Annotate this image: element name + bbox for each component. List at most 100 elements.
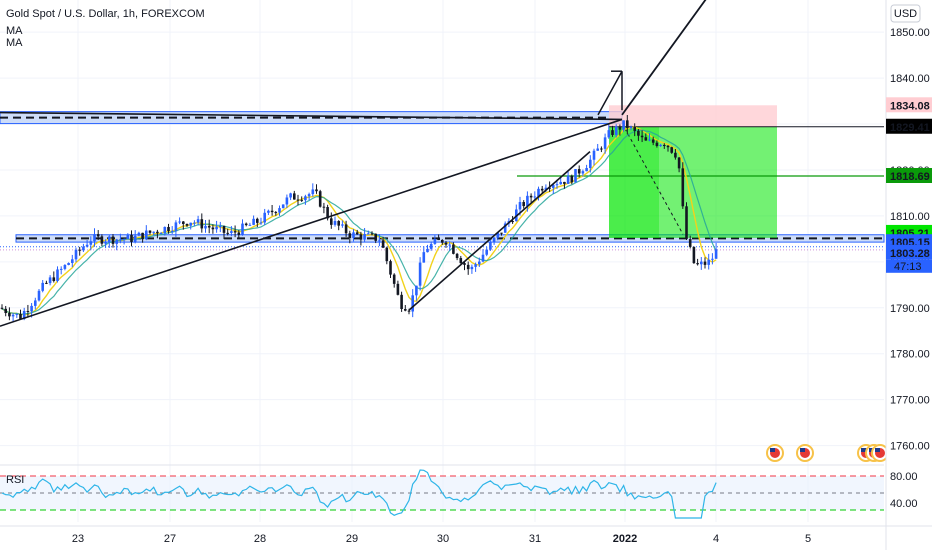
candle-body bbox=[518, 202, 522, 210]
candle-body bbox=[37, 290, 41, 301]
rsi-line[interactable] bbox=[1, 469, 717, 519]
candle-body bbox=[374, 233, 377, 241]
rsi-level-label: 40.00 bbox=[890, 498, 918, 510]
candle-body bbox=[278, 208, 281, 213]
candle-body bbox=[655, 142, 659, 146]
event-flag-canton bbox=[861, 448, 866, 452]
candle-body bbox=[485, 249, 488, 255]
candle-body bbox=[333, 221, 337, 225]
rsi-label[interactable]: RSI bbox=[6, 474, 24, 486]
rsi-layer bbox=[0, 469, 884, 519]
ma-slow-line[interactable] bbox=[1, 129, 717, 315]
indicator-label-2[interactable]: MA bbox=[6, 37, 23, 49]
candle-body bbox=[352, 232, 355, 238]
rsi-level-label: 80.00 bbox=[890, 471, 918, 483]
currency-button[interactable] bbox=[890, 4, 921, 23]
candle-body bbox=[344, 224, 348, 234]
candle-body bbox=[581, 171, 585, 174]
candle-body bbox=[481, 254, 485, 262]
price-tick-label: 1810.00 bbox=[890, 211, 930, 223]
candle-body bbox=[626, 120, 629, 129]
event-flag-canton bbox=[869, 448, 874, 452]
candle-body bbox=[8, 313, 11, 317]
candle-body bbox=[466, 264, 470, 270]
trade-path-line bbox=[624, 128, 684, 235]
candle-body bbox=[341, 224, 344, 226]
candle-body bbox=[119, 239, 122, 241]
candle-body bbox=[552, 184, 555, 188]
take-profit-zone[interactable] bbox=[609, 126, 777, 238]
candle-body bbox=[411, 295, 414, 312]
candle-body bbox=[692, 246, 696, 264]
price-tick-label: 1790.00 bbox=[890, 303, 930, 315]
candle-body bbox=[71, 259, 74, 263]
candle-body bbox=[34, 300, 37, 306]
candle-body bbox=[489, 241, 492, 250]
candle-body bbox=[130, 234, 133, 242]
candle-body bbox=[389, 261, 392, 275]
candle-body bbox=[322, 206, 326, 208]
candle-body bbox=[570, 175, 574, 183]
candle-body bbox=[307, 194, 311, 197]
price-axis-bg bbox=[886, 0, 932, 550]
candle-body bbox=[304, 196, 307, 201]
candle-body bbox=[182, 221, 185, 224]
price-tag bbox=[886, 244, 932, 260]
price-tick-label: 1760.00 bbox=[890, 441, 930, 453]
candle-body bbox=[26, 310, 30, 312]
events-layer[interactable] bbox=[766, 444, 889, 462]
candle-body bbox=[122, 239, 126, 241]
indicator-label-1[interactable]: MA bbox=[6, 25, 23, 37]
trendline-top[interactable] bbox=[0, 111, 623, 121]
candle-body bbox=[222, 226, 226, 233]
candle-body bbox=[148, 230, 152, 233]
countdown-tag bbox=[886, 259, 932, 273]
candle-body bbox=[78, 249, 81, 251]
candle-body bbox=[633, 126, 636, 131]
time-tick-label: 28 bbox=[254, 533, 266, 545]
time-tick-label: 5 bbox=[805, 533, 811, 545]
candle-body bbox=[418, 262, 422, 286]
candle-body bbox=[170, 230, 174, 232]
candle-body bbox=[714, 249, 718, 259]
grid-layer bbox=[0, 0, 884, 522]
candle-body bbox=[585, 168, 588, 172]
candle-body bbox=[108, 236, 111, 242]
candle-body bbox=[145, 230, 148, 240]
chart-title: Gold Spot / U.S. Dollar, 1h, FOREXCOM bbox=[6, 8, 205, 20]
trendline-rise[interactable] bbox=[408, 151, 591, 311]
candle-body bbox=[681, 168, 685, 207]
candle-body bbox=[85, 244, 89, 247]
take-profit-progress bbox=[609, 126, 659, 238]
projection-line[interactable] bbox=[621, 0, 712, 116]
candle-body bbox=[93, 234, 96, 242]
trade-layer[interactable] bbox=[0, 105, 884, 251]
candle-body bbox=[448, 244, 451, 246]
price-tag bbox=[886, 118, 932, 134]
candle-body bbox=[651, 139, 655, 143]
candle-body bbox=[244, 223, 248, 226]
candle-body bbox=[330, 218, 333, 225]
candle-body bbox=[618, 126, 622, 130]
candle-body bbox=[200, 219, 204, 229]
tag-layer: 1834.081829.411818.691805.211805.151803.… bbox=[886, 97, 932, 273]
candle-body bbox=[156, 231, 159, 234]
candle-body bbox=[611, 130, 614, 135]
candle-body bbox=[566, 175, 570, 184]
candle-body bbox=[426, 248, 429, 253]
candle-body bbox=[215, 226, 218, 230]
candle-body bbox=[644, 137, 648, 141]
candle-body bbox=[559, 181, 562, 185]
drawing-layer[interactable] bbox=[0, 0, 712, 327]
candle-body bbox=[492, 237, 496, 242]
candle-body bbox=[233, 231, 237, 233]
stop-loss-zone[interactable] bbox=[609, 105, 777, 127]
trendline-long[interactable] bbox=[0, 118, 623, 327]
candle-body bbox=[478, 261, 481, 265]
ma-fast-line[interactable] bbox=[1, 126, 717, 316]
time-tick-label: 4 bbox=[713, 533, 719, 545]
candle-body bbox=[529, 195, 533, 198]
